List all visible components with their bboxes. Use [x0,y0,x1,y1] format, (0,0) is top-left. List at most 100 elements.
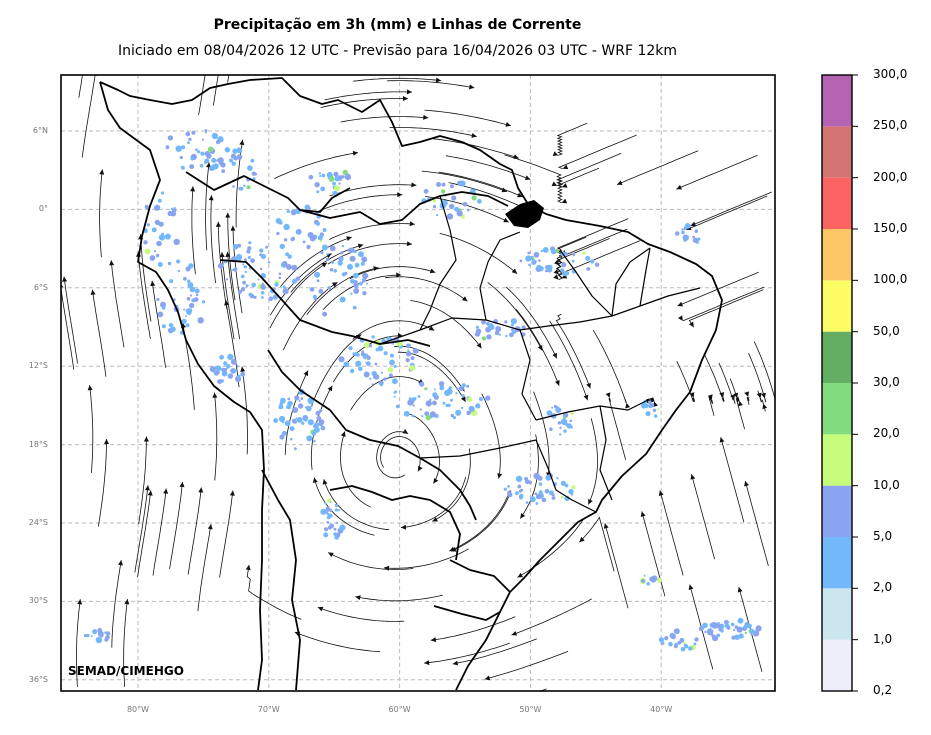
precip-cell [461,394,465,398]
lat-tick-label: 6°S [33,282,48,292]
streamline-arrow [239,139,245,146]
precip-cell [358,366,363,372]
precip-cell [355,360,362,367]
precip-cell [265,245,269,249]
precip-cell [334,508,339,512]
precip-cell [325,257,330,262]
precip-cell [571,259,575,263]
precip-cell [149,255,156,261]
precip-cell [273,287,276,291]
precip-cell [594,262,600,267]
precip-cell [529,496,536,503]
map-title: Precipitação em 3h (mm) e Linhas de Corr… [213,17,582,33]
streamline-arrow [476,342,482,349]
precip-cell [461,184,464,187]
lon-tick-label: 60°W [388,705,411,714]
precip-cell [320,186,326,192]
streamline-arrow [562,183,568,188]
streamline [690,191,772,227]
precip-cell [222,367,227,373]
precip-cell [325,506,331,512]
precip-cell [446,388,453,395]
precip-cell [278,276,282,280]
precip-cell [144,204,149,209]
streamline [329,184,417,197]
precip-cell [306,244,311,250]
precip-cell [371,383,374,386]
streamline [433,138,519,159]
precip-cell [550,248,557,255]
precip-cell [195,293,199,297]
streamline [123,599,128,687]
precip-cell [393,395,396,398]
precip-cell [562,261,565,265]
streamline [744,480,769,567]
precip-cell [542,247,549,253]
streamline-arrow [303,370,308,377]
streamline [340,116,429,123]
streamline [227,251,241,340]
precip-cell [374,362,378,366]
streamline-arrow [690,474,696,480]
precip-cell [201,300,206,304]
precip-cell [86,633,90,638]
precip-cell [340,257,344,261]
precip-cell [293,420,298,424]
precip-cell [286,264,292,270]
precip-cell [320,508,327,515]
precip-cell [278,272,282,276]
streamline [350,376,424,411]
colorbar-label: 0,2 [873,683,893,697]
streamline [691,474,715,560]
precip-cell [462,202,468,207]
precip-cell [302,240,306,244]
precip-cell [436,182,442,187]
streamline [210,195,216,284]
precip-cell [181,145,186,150]
streamline [235,139,243,228]
colorbar-segment [822,75,852,127]
precip-cell [405,358,410,363]
precip-cell [292,278,298,284]
streamline [404,412,440,484]
colorbar-segment [822,229,852,281]
precip-cell [99,633,104,638]
lat-tick-label: 36°S [28,674,48,684]
streamline-arrow [212,392,218,398]
precip-cell [353,272,359,279]
precip-cell [186,297,191,301]
streamline-arrow [118,560,123,566]
precip-cell [189,302,195,309]
precip-cell [252,177,256,181]
precip-cell [394,390,397,394]
precip-cell [326,515,331,520]
precip-cell [285,252,289,257]
precip-cell [544,489,550,494]
precip-cell [755,625,762,632]
precip-cell [393,365,397,368]
precip-cell [196,150,201,154]
streamline-arrow [433,477,439,484]
colorbar-label: 10,0 [873,477,900,492]
precip-cell [538,259,541,262]
precip-cell [392,378,398,385]
streamline-arrow [355,334,362,340]
precip-cell [157,198,162,203]
precip-cell [215,365,222,372]
precip-cell [425,400,432,407]
streamline-arrow [418,465,423,472]
precip-cell [200,151,205,156]
precip-cell [692,235,696,239]
streamline-arrow [321,262,328,268]
streamline-arrow [450,547,457,552]
precip-cell [546,267,553,273]
precip-cell [540,249,544,253]
precip-cell [362,272,369,279]
precip-cell [538,482,543,486]
streamline-arrow [322,479,328,485]
precip-cell [546,410,553,416]
precip-cell [680,646,686,652]
precip-cell [322,228,327,232]
streamline [225,300,240,388]
precip-cell [339,524,346,531]
